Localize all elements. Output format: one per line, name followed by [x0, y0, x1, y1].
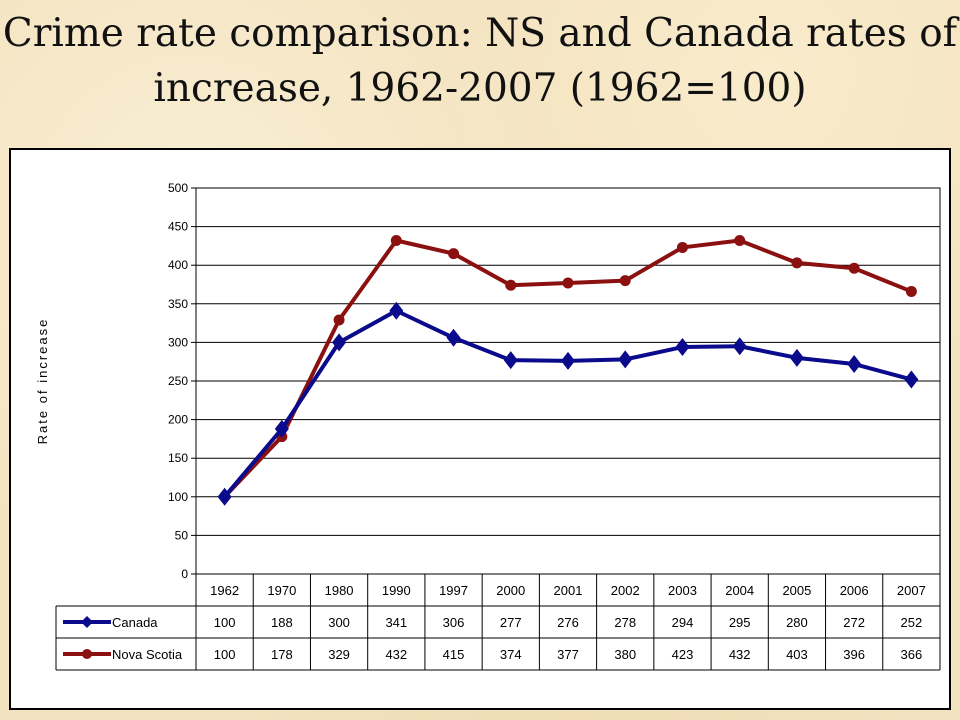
line-chart: 0 50 100 150 200 250 300 350 400 450 500 Rate of i… — [35, 181, 941, 671]
x-tick-label: 2006 — [840, 583, 869, 598]
data-point — [848, 262, 860, 274]
legend-marker — [81, 616, 93, 628]
series-lines — [217, 234, 919, 506]
data-value-label: 366 — [901, 647, 923, 662]
y-tick-label: 350 — [168, 297, 188, 311]
legend-label: Canada — [112, 615, 158, 630]
data-value-label: 100 — [214, 615, 236, 630]
data-point — [217, 487, 232, 506]
x-tick-label: 2005 — [782, 583, 811, 598]
data-point — [619, 275, 631, 287]
x-tick-label: 2002 — [611, 583, 640, 598]
data-value-label: 252 — [901, 615, 923, 630]
data-point — [789, 348, 804, 367]
data-value-label: 277 — [500, 615, 522, 630]
chart-frame: 0 50 100 150 200 250 300 350 400 450 500 Rate of i… — [9, 148, 951, 710]
data-point — [734, 234, 746, 246]
data-point — [732, 337, 747, 356]
data-value-label: 432 — [385, 647, 407, 662]
x-tick-label: 1997 — [439, 583, 468, 598]
data-value-label: 374 — [500, 647, 522, 662]
page-title: Crime rate comparison: NS and Canada rat… — [2, 11, 958, 111]
data-value-label: 272 — [843, 615, 865, 630]
data-value-label: 329 — [328, 647, 350, 662]
data-point — [562, 277, 574, 289]
data-point — [561, 351, 575, 370]
data-value-label: 100 — [214, 647, 236, 662]
data-point — [333, 314, 345, 326]
data-point — [390, 234, 402, 246]
data-point — [676, 241, 688, 253]
data-value-label: 380 — [614, 647, 636, 662]
data-value-label: 396 — [843, 647, 865, 662]
y-axis: 0 50 100 150 200 250 300 350 400 450 500 — [168, 181, 941, 581]
x-tick-label: 2004 — [725, 583, 754, 598]
y-tick-label: 50 — [175, 528, 189, 542]
data-point — [618, 350, 633, 369]
data-point — [675, 338, 690, 357]
x-tick-label: 1962 — [210, 583, 239, 598]
x-tick-label: 2003 — [668, 583, 697, 598]
y-tick-label: 500 — [168, 181, 188, 195]
data-point — [791, 257, 803, 269]
data-value-label: 295 — [729, 615, 751, 630]
data-point — [448, 248, 460, 260]
data-value-label: 432 — [729, 647, 751, 662]
y-tick-label: 0 — [181, 567, 188, 581]
data-point — [274, 419, 289, 438]
data-value-label: 188 — [271, 615, 293, 630]
data-value-label: 278 — [614, 615, 636, 630]
y-tick-label: 300 — [168, 335, 188, 349]
x-tick-label: 1970 — [267, 583, 296, 598]
data-value-label: 415 — [443, 647, 465, 662]
data-point — [446, 328, 461, 347]
data-value-label: 276 — [557, 615, 579, 630]
data-point — [389, 301, 404, 320]
data-value-label: 377 — [557, 647, 579, 662]
x-tick-label: 2000 — [496, 583, 525, 598]
x-tick-label: 2001 — [554, 583, 583, 598]
data-value-label: 306 — [443, 615, 465, 630]
data-point — [905, 285, 917, 297]
data-value-label: 280 — [786, 615, 808, 630]
y-tick-label: 100 — [168, 490, 188, 504]
data-point — [503, 351, 518, 370]
y-tick-label: 400 — [168, 258, 188, 272]
data-table: 1962 1970 1980 1990 1997 2000 2001 2002 2003 2004… — [55, 573, 941, 671]
legend-marker — [82, 649, 92, 659]
y-tick-label: 200 — [168, 413, 188, 427]
data-value-label: 341 — [385, 615, 407, 630]
y-tick-label: 250 — [168, 374, 188, 388]
data-value-label: 294 — [672, 615, 694, 630]
x-tick-label: 1990 — [382, 583, 411, 598]
data-value-label: 178 — [271, 647, 293, 662]
y-axis-label: Rate of increase — [35, 318, 50, 445]
data-value-label: 423 — [672, 647, 694, 662]
legend-label: Nova Scotia — [112, 647, 183, 662]
data-point — [505, 279, 517, 291]
data-point — [332, 333, 347, 352]
x-tick-label: 1980 — [325, 583, 354, 598]
y-tick-label: 450 — [168, 220, 188, 234]
data-value-label: 300 — [328, 615, 350, 630]
series-line-canada — [223, 308, 912, 499]
x-tick-label: 2007 — [897, 583, 926, 598]
data-point — [847, 355, 862, 374]
y-tick-label: 150 — [168, 451, 188, 465]
data-point — [904, 370, 919, 389]
data-value-label: 403 — [786, 647, 808, 662]
